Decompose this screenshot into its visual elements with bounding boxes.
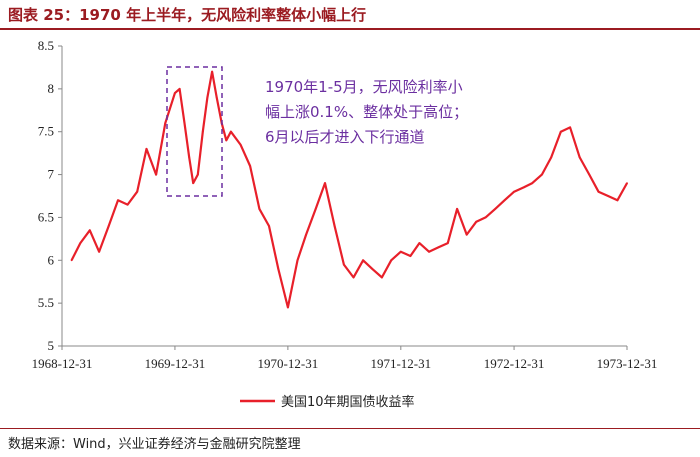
data-point [79, 242, 82, 245]
data-point [465, 233, 468, 236]
data-point [362, 259, 364, 262]
data-point [277, 268, 280, 270]
data-point [211, 70, 214, 73]
data-point [352, 276, 355, 279]
data-point [126, 203, 129, 206]
data-point [258, 208, 261, 210]
y-tick-label: 5 [48, 338, 55, 353]
data-point [225, 139, 228, 142]
data-point [287, 306, 289, 309]
data-point [513, 190, 515, 193]
data-point [192, 182, 195, 185]
data-point [597, 190, 600, 193]
data-point [456, 208, 458, 210]
annotation-line-1: 1970年1-5月，无风险利率小 [265, 78, 463, 96]
data-point [178, 88, 181, 90]
figure-title: 图表 25：1970 年上半年，无风险利率整体小幅上行 [8, 6, 367, 24]
legend-label: 美国10年期国债收益率 [281, 394, 415, 410]
data-point [88, 229, 91, 232]
y-tick-label: 7 [48, 167, 55, 182]
data-point [503, 199, 506, 202]
data-point [333, 225, 336, 227]
data-point [607, 195, 609, 197]
data-point [494, 208, 497, 210]
title-rule [0, 28, 700, 30]
data-point [107, 225, 110, 227]
data-point [484, 216, 487, 219]
data-point [145, 148, 148, 150]
data-point [626, 182, 628, 185]
data-point [239, 143, 242, 146]
x-tick-label: 1973-12-31 [597, 356, 658, 371]
data-point [117, 199, 119, 202]
x-tick-label: 1970-12-31 [258, 356, 319, 371]
data-point [588, 173, 591, 176]
data-point [206, 96, 209, 99]
data-point [98, 250, 100, 253]
data-point [550, 156, 553, 159]
data-point [305, 233, 307, 236]
y-axis: 5 5.5 6 6.5 7 7.5 8 8.5 [38, 38, 63, 353]
y-tick-label: 6.5 [38, 209, 54, 224]
data-point [268, 225, 270, 227]
data-point [343, 263, 345, 266]
data-point [155, 173, 158, 176]
series-layer [70, 70, 628, 309]
y-tick-label: 6 [48, 252, 55, 267]
data-point [174, 92, 176, 94]
data-point [196, 173, 199, 176]
data-point [324, 182, 326, 185]
highlight-box [166, 66, 223, 197]
data-point [522, 186, 525, 189]
annotation-line-2: 幅上涨0.1%、整体处于高位； [265, 103, 468, 121]
data-point [136, 190, 139, 193]
data-point [428, 250, 430, 253]
data-point [569, 126, 571, 129]
data-point [296, 259, 299, 262]
annotation-line-3: 6月以后才进入下行通道 [265, 128, 425, 146]
data-point [215, 96, 218, 99]
data-point [201, 130, 204, 133]
x-tick-label: 1968-12-31 [32, 356, 93, 371]
data-point [164, 122, 167, 124]
data-point [230, 130, 232, 133]
data-point [437, 246, 440, 249]
annotation-text: 1970年1-5月，无风险利率小 幅上涨0.1%、整体处于高位； 6月以后才进入… [265, 78, 468, 146]
legend: 美国10年期国债收益率 [240, 394, 415, 410]
x-axis: 1968-12-31 1969-12-31 1970-12-31 1971-12-31… [32, 345, 658, 371]
y-tick-label: 7.5 [38, 124, 54, 139]
data-point [446, 242, 449, 245]
data-point [559, 130, 562, 133]
y-tick-label: 5.5 [38, 295, 54, 310]
data-point [188, 156, 191, 159]
data-point [249, 165, 252, 167]
data-point [183, 122, 186, 124]
data-point [70, 259, 73, 262]
data-point [409, 255, 412, 257]
y-tick-label: 8.5 [38, 38, 54, 53]
x-tick-label: 1969-12-31 [145, 356, 206, 371]
x-tick-label: 1971-12-31 [370, 356, 431, 371]
x-tick-label: 1972-12-31 [484, 356, 545, 371]
data-point [314, 208, 317, 210]
series-line-0 [70, 70, 628, 309]
data-point [475, 220, 478, 223]
data-point [616, 199, 619, 202]
data-point [399, 250, 402, 253]
y-tick-label: 8 [48, 81, 55, 96]
data-point [371, 268, 374, 270]
data-point [390, 259, 393, 262]
source-note: 数据来源：Wind，兴业证券经济与金融研究院整理 [8, 437, 301, 452]
source-rule [0, 428, 700, 429]
data-point [531, 182, 534, 185]
data-point [381, 276, 383, 279]
data-point [578, 156, 581, 159]
data-point [418, 242, 421, 245]
data-point [541, 173, 543, 176]
